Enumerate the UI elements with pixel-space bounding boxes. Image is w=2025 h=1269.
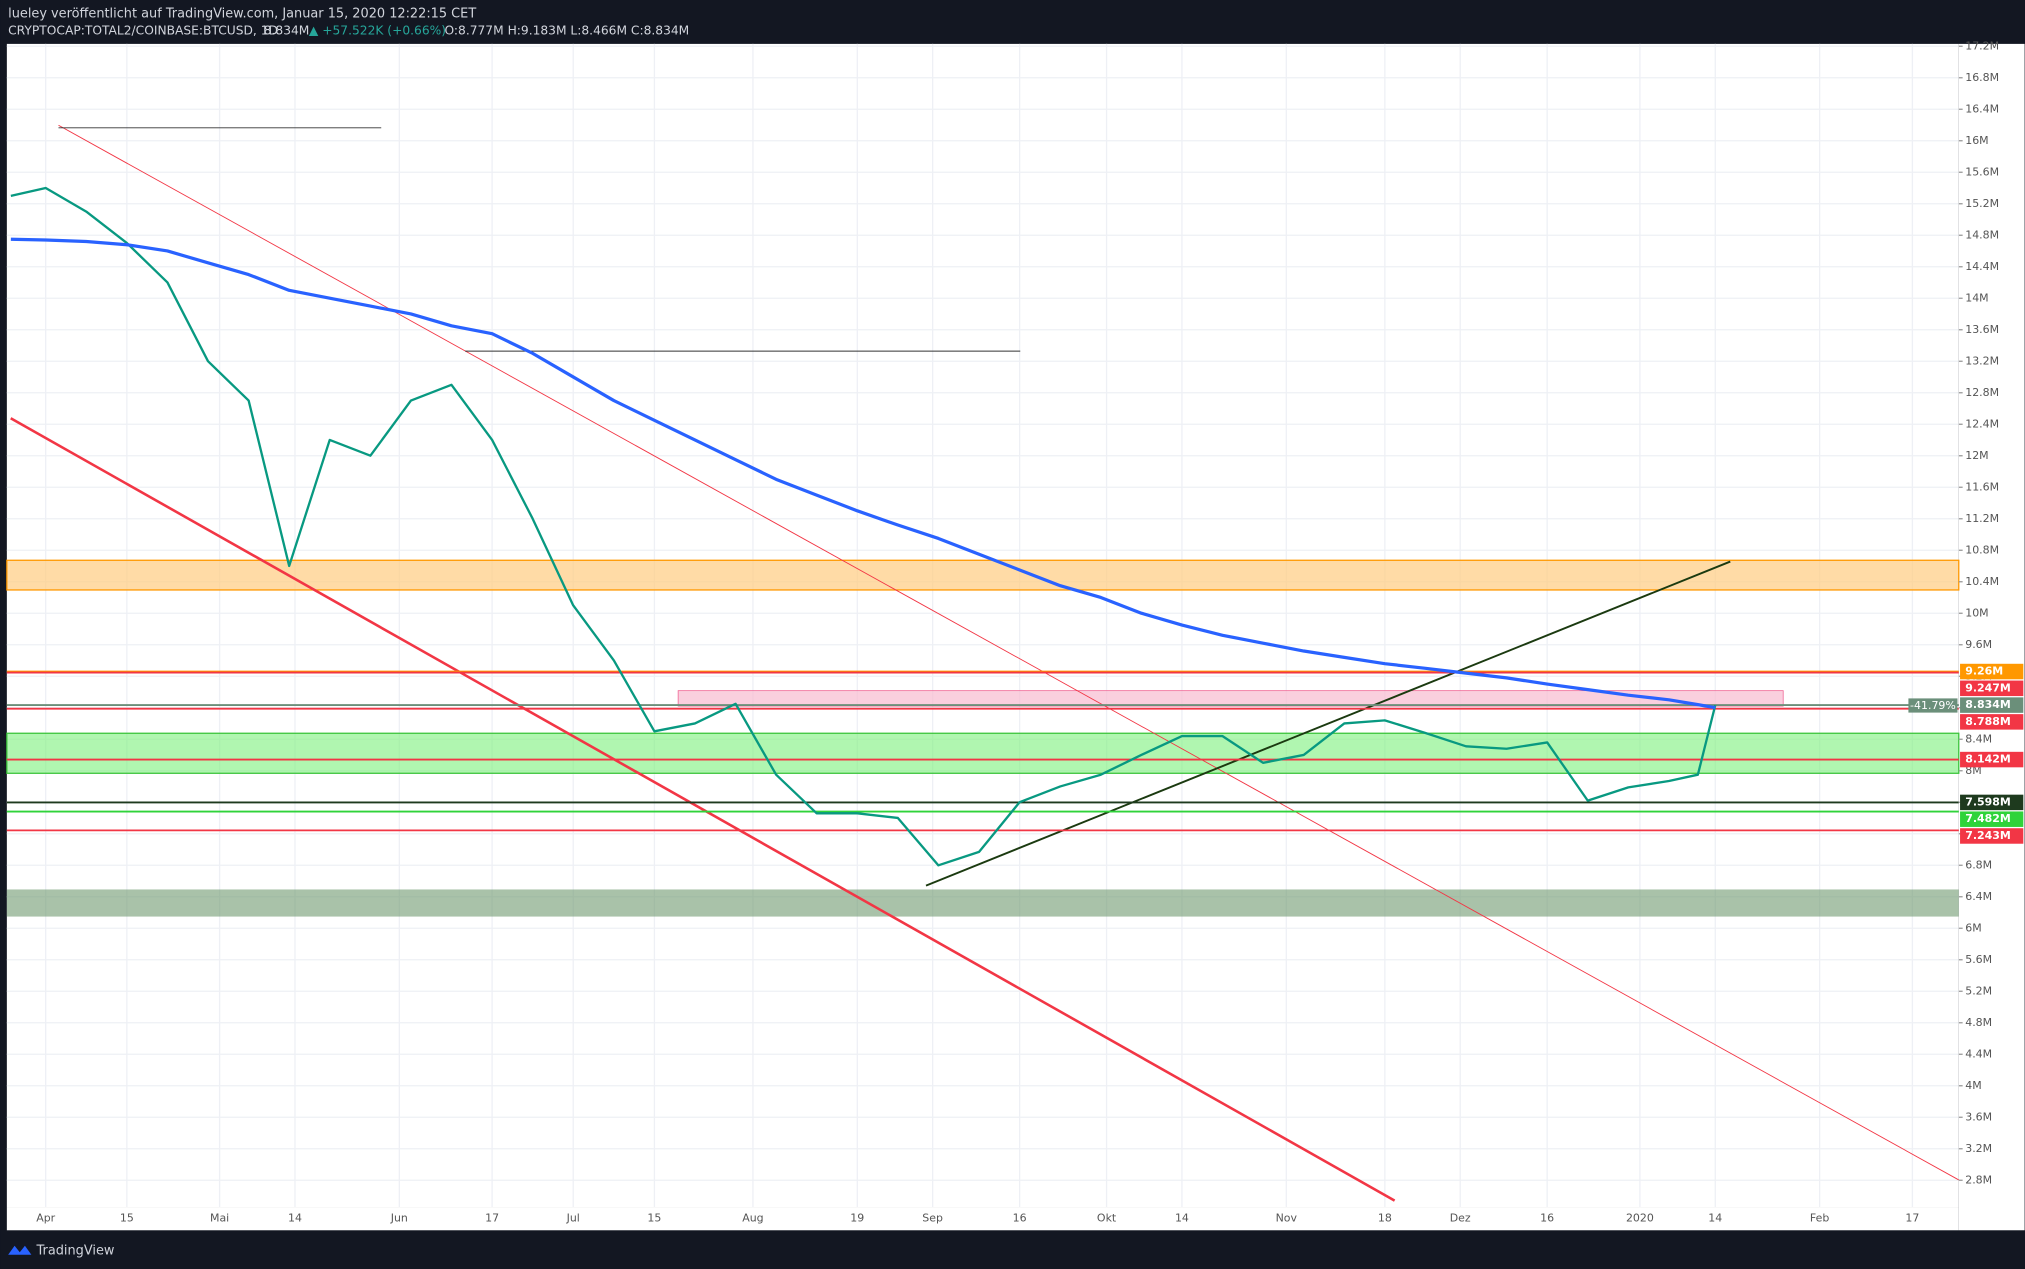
symbol: CRYPTOCAP:TOTAL2/COINBASE:BTCUSD, 1D [8, 23, 278, 37]
y-tick-label: 4.8M [1965, 1016, 1992, 1029]
y-tick-label: 15.2M [1965, 197, 1999, 210]
y-tick-label: 6.4M [1965, 890, 1992, 903]
x-tick-label: Mai [210, 1212, 229, 1225]
y-tick-label: 10.8M [1965, 543, 1999, 556]
price-label-box [1960, 811, 2024, 827]
change-badge: -41.79% [1910, 699, 1956, 712]
y-tick-label: 10.4M [1965, 575, 1999, 588]
last-price: 8.834M [264, 23, 310, 37]
y-tick-label: 5.2M [1965, 984, 1992, 997]
x-tick-label: 15 [647, 1212, 661, 1225]
series-layer [10, 186, 1717, 867]
price-label-box [1960, 680, 2024, 697]
x-tick-label: 14 [288, 1212, 302, 1225]
x-tick-label: 2020 [1626, 1212, 1654, 1225]
x-tick-label: Jun [390, 1212, 408, 1225]
x-tick-label: 19 [850, 1212, 864, 1225]
price-label-box [1960, 663, 2024, 680]
x-tick-label: Apr [36, 1212, 55, 1225]
price-label: 8.834M [1965, 698, 2011, 711]
y-tick-label: 14.4M [1965, 260, 1999, 273]
price-label: 9.26M [1965, 665, 2003, 678]
y-tick-label: 5.6M [1965, 953, 1992, 966]
price-label: 8.788M [1965, 715, 2011, 728]
x-tick-label: Sep [922, 1212, 943, 1225]
change: ▲ +57.522K (+0.66%) [309, 23, 446, 37]
y-tick-label: 12M [1965, 449, 1988, 462]
trendline [58, 124, 1959, 1181]
y-tick-label: 15.6M [1965, 165, 1999, 178]
y-tick-label: 3.6M [1965, 1110, 1992, 1123]
y-tick-label: 6M [1965, 921, 1981, 934]
y-tick-label: 16M [1965, 134, 1988, 147]
y-tick-label: 17.2M [1965, 39, 1999, 52]
y-tick-label: 14.8M [1965, 228, 1999, 241]
publisher: lueley veröffentlicht auf TradingView.co… [8, 7, 476, 22]
trendline [925, 560, 1731, 887]
price-label-box [1960, 828, 2024, 844]
y-tick-label: 2.8M [1965, 1173, 1992, 1186]
y-tick-label: 14M [1965, 291, 1988, 304]
x-tick-label: Feb [1810, 1212, 1829, 1225]
x-tick-label: 16 [1013, 1212, 1027, 1225]
x-tick-label: Dez [1450, 1212, 1471, 1225]
y-tick-label: 12.8M [1965, 386, 1999, 399]
grid [6, 43, 1959, 1208]
x-tick-label: Jul [566, 1212, 580, 1225]
plot-area [6, 43, 1959, 1208]
series-line [10, 186, 1717, 867]
y-tick-label: 9.6M [1965, 638, 1992, 651]
series-line [10, 237, 1716, 710]
price-label-box [1960, 697, 2024, 713]
low-zone [6, 889, 1959, 917]
x-tick-label: 17 [485, 1212, 499, 1225]
y-tick-label: 16.4M [1965, 102, 1999, 115]
resistance-zone [6, 559, 1960, 591]
y-tick-label: 4.4M [1965, 1047, 1992, 1060]
axis-labels: 2.8M 3.2M 3.6M 4M 4.4M 4.8M 5.2M 5.6M 6M 6.4M 6.8M… [36, 39, 2024, 1225]
price-label: 7.482M [1965, 812, 2011, 825]
y-tick-label: 11.6M [1965, 480, 1999, 493]
y-tick-label: 13.6M [1965, 323, 1999, 336]
price-label-box [1960, 751, 2024, 768]
y-tick-label: 11.2M [1965, 512, 1999, 525]
x-tick-label: 18 [1378, 1212, 1392, 1225]
y-tick-label: 6.8M [1965, 858, 1992, 871]
pink-zone [677, 690, 1784, 707]
y-tick-label: 12.4M [1965, 417, 1999, 430]
support-zone [6, 732, 1960, 774]
brand-logo [8, 1245, 32, 1255]
brand: TradingView [36, 1243, 115, 1258]
y-tick-label: 3.2M [1965, 1142, 1992, 1155]
change-badge-box [1908, 698, 1958, 713]
price-label-box [1960, 794, 2024, 811]
price-label: 8.142M [1965, 753, 2011, 766]
price-label: 7.598M [1965, 795, 2011, 808]
price-label: 9.247M [1965, 681, 2011, 694]
ohlc: O:8.777M H:9.183M L:8.466M C:8.834M [444, 23, 689, 37]
price-label: 7.243M [1965, 829, 2011, 842]
x-tick-label: 17 [1905, 1212, 1919, 1225]
y-tick-label: 10M [1965, 606, 1988, 619]
price-axis [1958, 43, 2025, 1231]
x-tick-label: Aug [742, 1212, 763, 1225]
x-tick-label: 14 [1175, 1212, 1189, 1225]
x-tick-label: 14 [1708, 1212, 1722, 1225]
y-tick-label: 4M [1965, 1079, 1981, 1092]
y-tick-label: 8.4M [1965, 732, 1992, 745]
x-tick-label: Nov [1276, 1212, 1298, 1225]
y-tick-label: 16.8M [1965, 71, 1999, 84]
x-tick-label: 16 [1540, 1212, 1554, 1225]
x-tick-label: Okt [1097, 1212, 1117, 1225]
trendline [10, 417, 1396, 1202]
time-axis [6, 1207, 1959, 1231]
x-tick-label: 15 [120, 1212, 134, 1225]
levels [6, 670, 1959, 832]
y-tick-label: 13.2M [1965, 354, 1999, 367]
price-label-box [1960, 714, 2024, 730]
